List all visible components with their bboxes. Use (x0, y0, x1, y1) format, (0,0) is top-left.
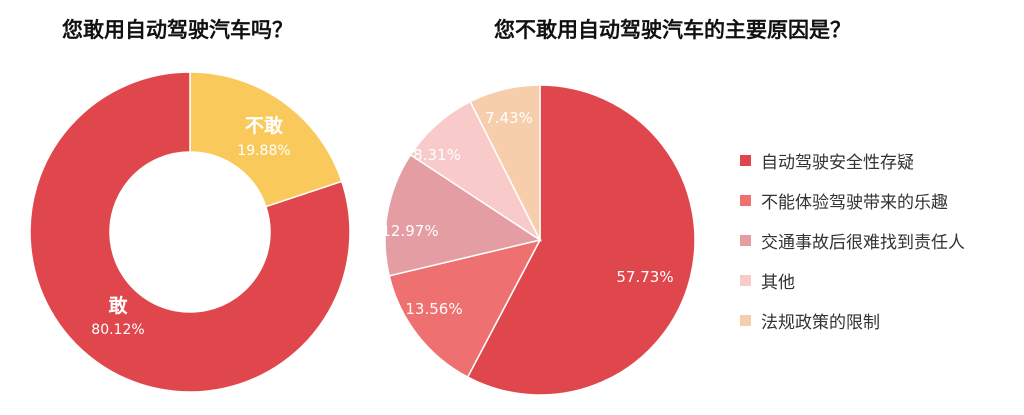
slice-value-label: 19.88% (237, 143, 290, 159)
slice-value-label: 12.97% (381, 222, 438, 240)
slice-category-label: 敢 (108, 294, 128, 317)
legend-swatch (740, 314, 751, 326)
legend-label: 自动驾驶安全性存疑 (761, 152, 914, 173)
slice-value-label: 7.43% (485, 109, 533, 127)
pie-slice (384, 153, 542, 277)
legend-label: 其他 (761, 272, 795, 293)
donut-slice (189, 71, 343, 208)
chart-title-right: 您不敢用自动驾驶汽车的主要原因是？ (494, 18, 851, 42)
pie-slice (469, 84, 541, 241)
pie-slice (388, 238, 542, 379)
legend-item: 自动驾驶安全性存疑 (740, 140, 965, 180)
pie-slice (466, 84, 696, 396)
slice-value-label: 13.56% (405, 300, 462, 318)
legend-label: 法规政策的限制 (761, 312, 880, 333)
legend-swatch (740, 194, 751, 206)
legend-label: 不能体验驾驶带来的乐趣 (761, 192, 948, 213)
slice-value-label: 57.73% (616, 268, 673, 286)
legend-swatch (740, 274, 751, 286)
chart-title-left: 您敢用自动驾驶汽车吗？ (62, 18, 293, 42)
legend-label: 交通事故后很难找到责任人 (761, 232, 965, 253)
legend-item: 其他 (740, 260, 965, 300)
slice-value-label: 80.12% (91, 322, 144, 338)
legend-item: 交通事故后很难找到责任人 (740, 220, 965, 260)
legend-right: 自动驾驶安全性存疑 不能体验驾驶带来的乐趣 交通事故后很难找到责任人 其他 法规… (740, 140, 965, 340)
slice-category-label: 不敢 (245, 114, 284, 137)
legend-item: 不能体验驾驶带来的乐趣 (740, 180, 965, 220)
legend-item: 法规政策的限制 (740, 300, 965, 340)
donut-slice (29, 71, 351, 393)
legend-swatch (740, 154, 751, 166)
slice-value-label: 8.31% (413, 146, 461, 164)
legend-swatch (740, 234, 751, 246)
